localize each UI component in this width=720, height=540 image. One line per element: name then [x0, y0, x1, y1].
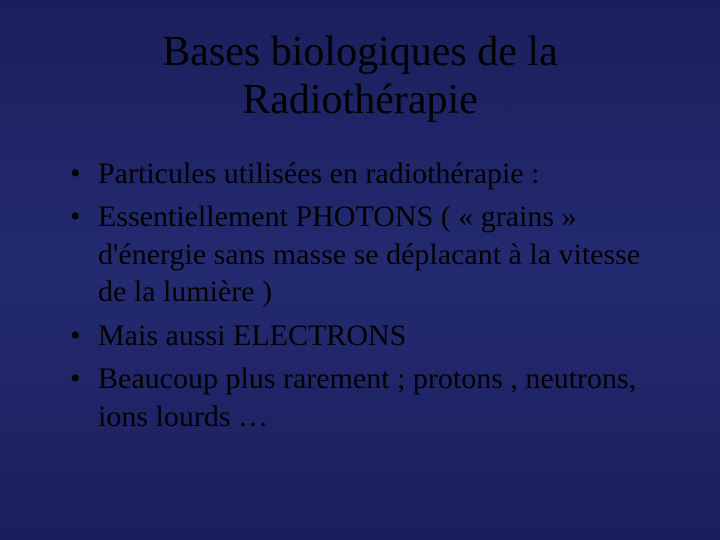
bullet-text: Essentiellement PHOTONS ( « grains » d'é…	[98, 200, 640, 308]
slide-container: Bases biologiques de la Radiothérapie Pa…	[0, 0, 720, 540]
bullet-item: Mais aussi ELECTRONS	[70, 317, 670, 355]
bullet-text: Particules utilisées en radiothérapie :	[98, 157, 540, 190]
slide-title: Bases biologiques de la Radiothérapie	[50, 28, 670, 125]
bullet-item: Particules utilisées en radiothérapie :	[70, 155, 670, 193]
bullet-text: Beaucoup plus rarement ; protons , neutr…	[98, 362, 636, 433]
bullet-text: Mais aussi ELECTRONS	[98, 319, 406, 352]
title-line-1: Bases biologiques de la	[162, 29, 557, 75]
title-line-2: Radiothérapie	[242, 77, 478, 123]
bullet-item: Beaucoup plus rarement ; protons , neutr…	[70, 360, 670, 435]
bullet-item: Essentiellement PHOTONS ( « grains » d'é…	[70, 198, 670, 311]
bullet-list: Particules utilisées en radiothérapie : …	[70, 155, 670, 436]
